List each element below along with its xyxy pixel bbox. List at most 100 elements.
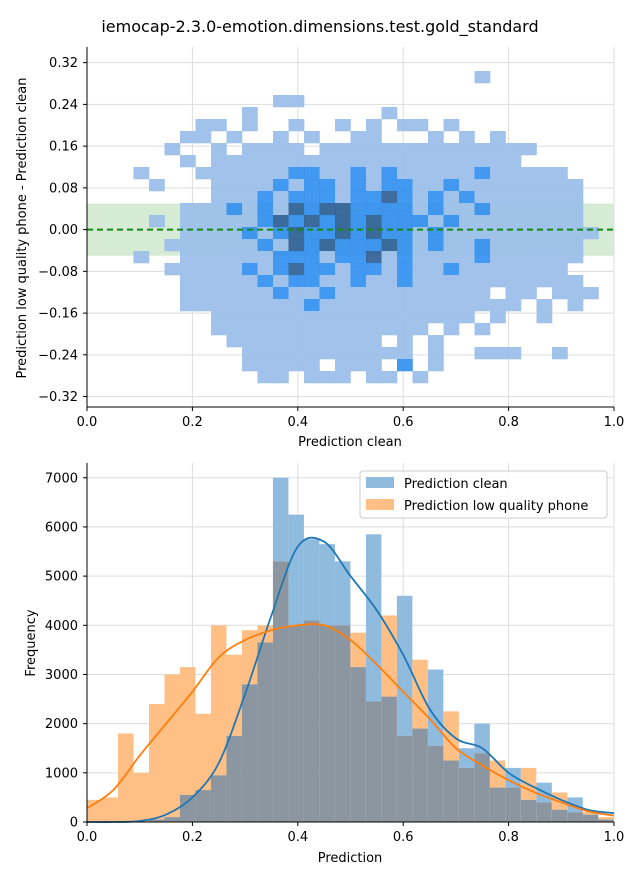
heatmap-cell — [428, 287, 444, 300]
histogram-bar-phone — [117, 733, 134, 822]
heatmap-cell — [459, 251, 475, 264]
heatmap-cell — [226, 335, 243, 348]
heatmap-cell — [521, 143, 537, 156]
heatmap-cell — [474, 239, 491, 252]
heatmap-cell — [288, 179, 305, 192]
heatmap-cell — [412, 287, 429, 300]
histogram-bar-clean — [365, 534, 382, 702]
heatmap-cell — [474, 251, 491, 264]
histogram-bar-clean — [458, 748, 475, 768]
heatmap-cell — [490, 167, 506, 180]
histogram-bar-overlap — [551, 809, 568, 822]
heatmap-cell — [257, 323, 274, 336]
heatmap-cell — [443, 167, 460, 180]
heatmap-cell — [195, 263, 212, 276]
heatmap-cell — [211, 143, 227, 156]
y-tick-label: 0 — [70, 816, 78, 831]
heatmap-cell — [428, 239, 444, 252]
heatmap-cell — [195, 239, 212, 252]
heatmap-cell — [288, 203, 305, 216]
heatmap-cell — [552, 347, 568, 360]
heatmap-cell — [242, 143, 258, 156]
heatmap-cell — [304, 239, 320, 252]
heatmap-cell — [242, 167, 258, 180]
heatmap-cell — [474, 263, 491, 276]
heatmap-cell — [335, 311, 351, 324]
heatmap-cell — [443, 275, 460, 288]
heatmap-cell — [443, 191, 460, 204]
heatmap-cell — [521, 275, 537, 288]
heatmap-cell — [257, 203, 274, 216]
heatmap-cell — [304, 275, 320, 288]
heatmap-cell — [521, 203, 537, 216]
heatmap-cell — [242, 251, 258, 264]
heatmap-cell — [505, 251, 522, 264]
histogram-bar-overlap — [303, 620, 320, 822]
heatmap-cell — [366, 131, 382, 144]
histogram-bar-clean — [319, 544, 335, 626]
heatmap-cell — [257, 287, 274, 300]
heatmap-cell — [226, 167, 243, 180]
heatmap-cell — [319, 215, 336, 228]
legend-swatch-phone — [366, 499, 394, 510]
heatmap-cell — [180, 239, 196, 252]
heatmap-cell — [304, 167, 320, 180]
heatmap-cell — [443, 287, 460, 300]
heatmap-cell — [304, 311, 320, 324]
histogram-bar-overlap — [427, 745, 444, 822]
heatmap-cell — [443, 215, 460, 228]
heatmap-cell — [180, 131, 196, 144]
heatmap-cell — [443, 143, 460, 156]
heatmap-cells — [133, 71, 599, 384]
y-tick-label: 0.24 — [49, 98, 78, 113]
heatmap-cell — [195, 167, 212, 180]
heatmap-cell — [288, 239, 305, 252]
heatmap-cell — [366, 251, 382, 264]
heatmap-cell — [443, 179, 460, 192]
heatmap-cell — [288, 119, 305, 132]
heatmap-cell — [536, 167, 553, 180]
heatmap-cell — [335, 359, 351, 372]
heatmap-cell — [505, 275, 522, 288]
heatmap-cell — [366, 347, 382, 360]
heatmap-cell — [350, 251, 367, 264]
heatmap-cell — [288, 323, 305, 336]
heatmap-cell — [195, 119, 212, 132]
heatmap-cell — [459, 263, 475, 276]
histogram-bar-overlap — [179, 794, 196, 822]
heatmap-cell — [335, 167, 351, 180]
heatmap-cell — [288, 347, 305, 360]
heatmap-cell — [412, 239, 429, 252]
heatmap-cell — [428, 359, 444, 372]
heatmap-cell — [350, 155, 367, 168]
heatmap-cell — [567, 299, 584, 312]
heatmap-cell — [443, 323, 460, 336]
heatmap-cell — [211, 215, 227, 228]
heatmap-cell — [381, 287, 398, 300]
heatmap-cell — [211, 275, 227, 288]
histogram-bar-overlap — [582, 814, 599, 822]
heatmap-cell — [226, 323, 243, 336]
heatmap-cell — [412, 311, 429, 324]
heatmap-cell — [366, 323, 382, 336]
heatmap-cell — [428, 275, 444, 288]
heatmap-cell — [273, 179, 289, 192]
heatmap-cell — [381, 167, 398, 180]
heatmap-cell — [195, 287, 212, 300]
heatmap-cell — [490, 131, 506, 144]
heatmap-cell — [536, 311, 553, 324]
heatmap-cell — [211, 263, 227, 276]
heatmap-cell — [273, 155, 289, 168]
heatmap-cell — [350, 239, 367, 252]
heatmap-cell — [397, 167, 413, 180]
heatmap-cell — [211, 119, 227, 132]
heatmap-cell — [257, 167, 274, 180]
heatmap-cell — [366, 203, 382, 216]
heatmap-cell — [428, 251, 444, 264]
heatmap-cell — [583, 287, 599, 300]
heatmap-cell — [226, 131, 243, 144]
heatmap-cell — [304, 323, 320, 336]
heatmap-cell — [505, 179, 522, 192]
heatmap-cell — [242, 107, 258, 120]
